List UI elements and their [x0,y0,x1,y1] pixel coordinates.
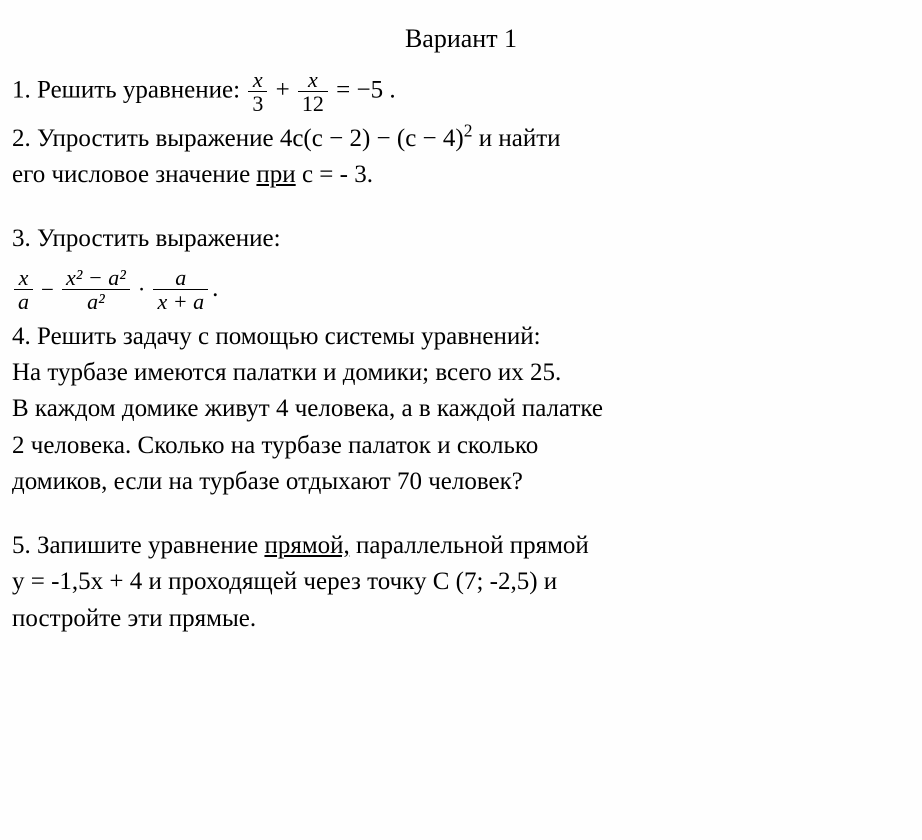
p5-l2: у = -1,5x + 4 и проходящей через точку С… [12,568,557,595]
p3-tail: . [212,271,218,307]
fraction-a-over-xplusa: a x + a [153,266,208,313]
fraction-x-over-a: x a [14,266,33,313]
p4-l2: На турбазе имеются палатки и домики; все… [12,359,561,386]
spacer [12,199,910,221]
fraction-x-over-12: x 12 [298,68,328,115]
numerator: x [14,266,33,289]
p2-line2a: его числовое значение [12,161,256,188]
denominator: a² [62,289,130,313]
p4-l3: В каждом домике живут 4 человека, а в ка… [12,395,603,422]
p1-equation: x 3 + x 12 = −5 . [246,68,395,115]
eq-tail: = −5 . [336,76,395,103]
minus-sign: − [37,273,58,306]
plus-sign: + [276,76,290,103]
page-title: Вариант 1 [12,20,910,58]
numerator: x [298,68,328,91]
denominator: a [14,289,33,313]
problem-4: 4. Решить задачу с помощью системы уравн… [12,319,910,500]
dot-sign: · [134,273,150,306]
p4-l5: домиков, если на турбазе отдыхают 70 чел… [12,468,523,495]
denominator: 3 [248,91,267,115]
p5-l1a: 5. Запишите уравнение [12,532,264,559]
p2-line1b: и найти [472,125,560,152]
p5-l1b: параллельной прямой [350,532,589,559]
spacer [12,506,910,528]
p1-lead: 1. Решить уравнение: [12,76,246,103]
problem-5: 5. Запишите уравнение прямой, параллельн… [12,528,910,637]
fraction-middle: x² − a² a² [62,266,130,313]
numerator: x [248,68,267,91]
denominator: x + a [153,289,208,313]
problem-1: 1. Решить уравнение: x 3 + x 12 = −5 . [12,68,910,115]
denominator: 12 [298,91,328,115]
problem-2: 2. Упростить выражение 4с(с − 2) − (с − … [12,121,910,194]
fraction-x-over-3: x 3 [248,68,267,115]
p5-l3: постройте эти прямые. [12,605,256,632]
numerator: a [153,266,208,289]
problem-3-expression: x a − x² − a² a² · a x + a . [12,266,910,313]
p4-l1: 4. Решить задачу с помощью системы уравн… [12,323,541,350]
p2-line1a: 2. Упростить выражение 4с(с − 2) − (с − … [12,125,464,152]
problem-3-heading: 3. Упростить выражение: [12,221,910,257]
p4-l4: 2 человека. Сколько на турбазе палаток и… [12,432,538,459]
p2-line2b: с = - 3. [296,161,373,188]
numerator: x² − a² [62,266,130,289]
p2-underline-pri: при [256,161,295,188]
p5-underline-pryamoy: прямой, [264,532,349,559]
